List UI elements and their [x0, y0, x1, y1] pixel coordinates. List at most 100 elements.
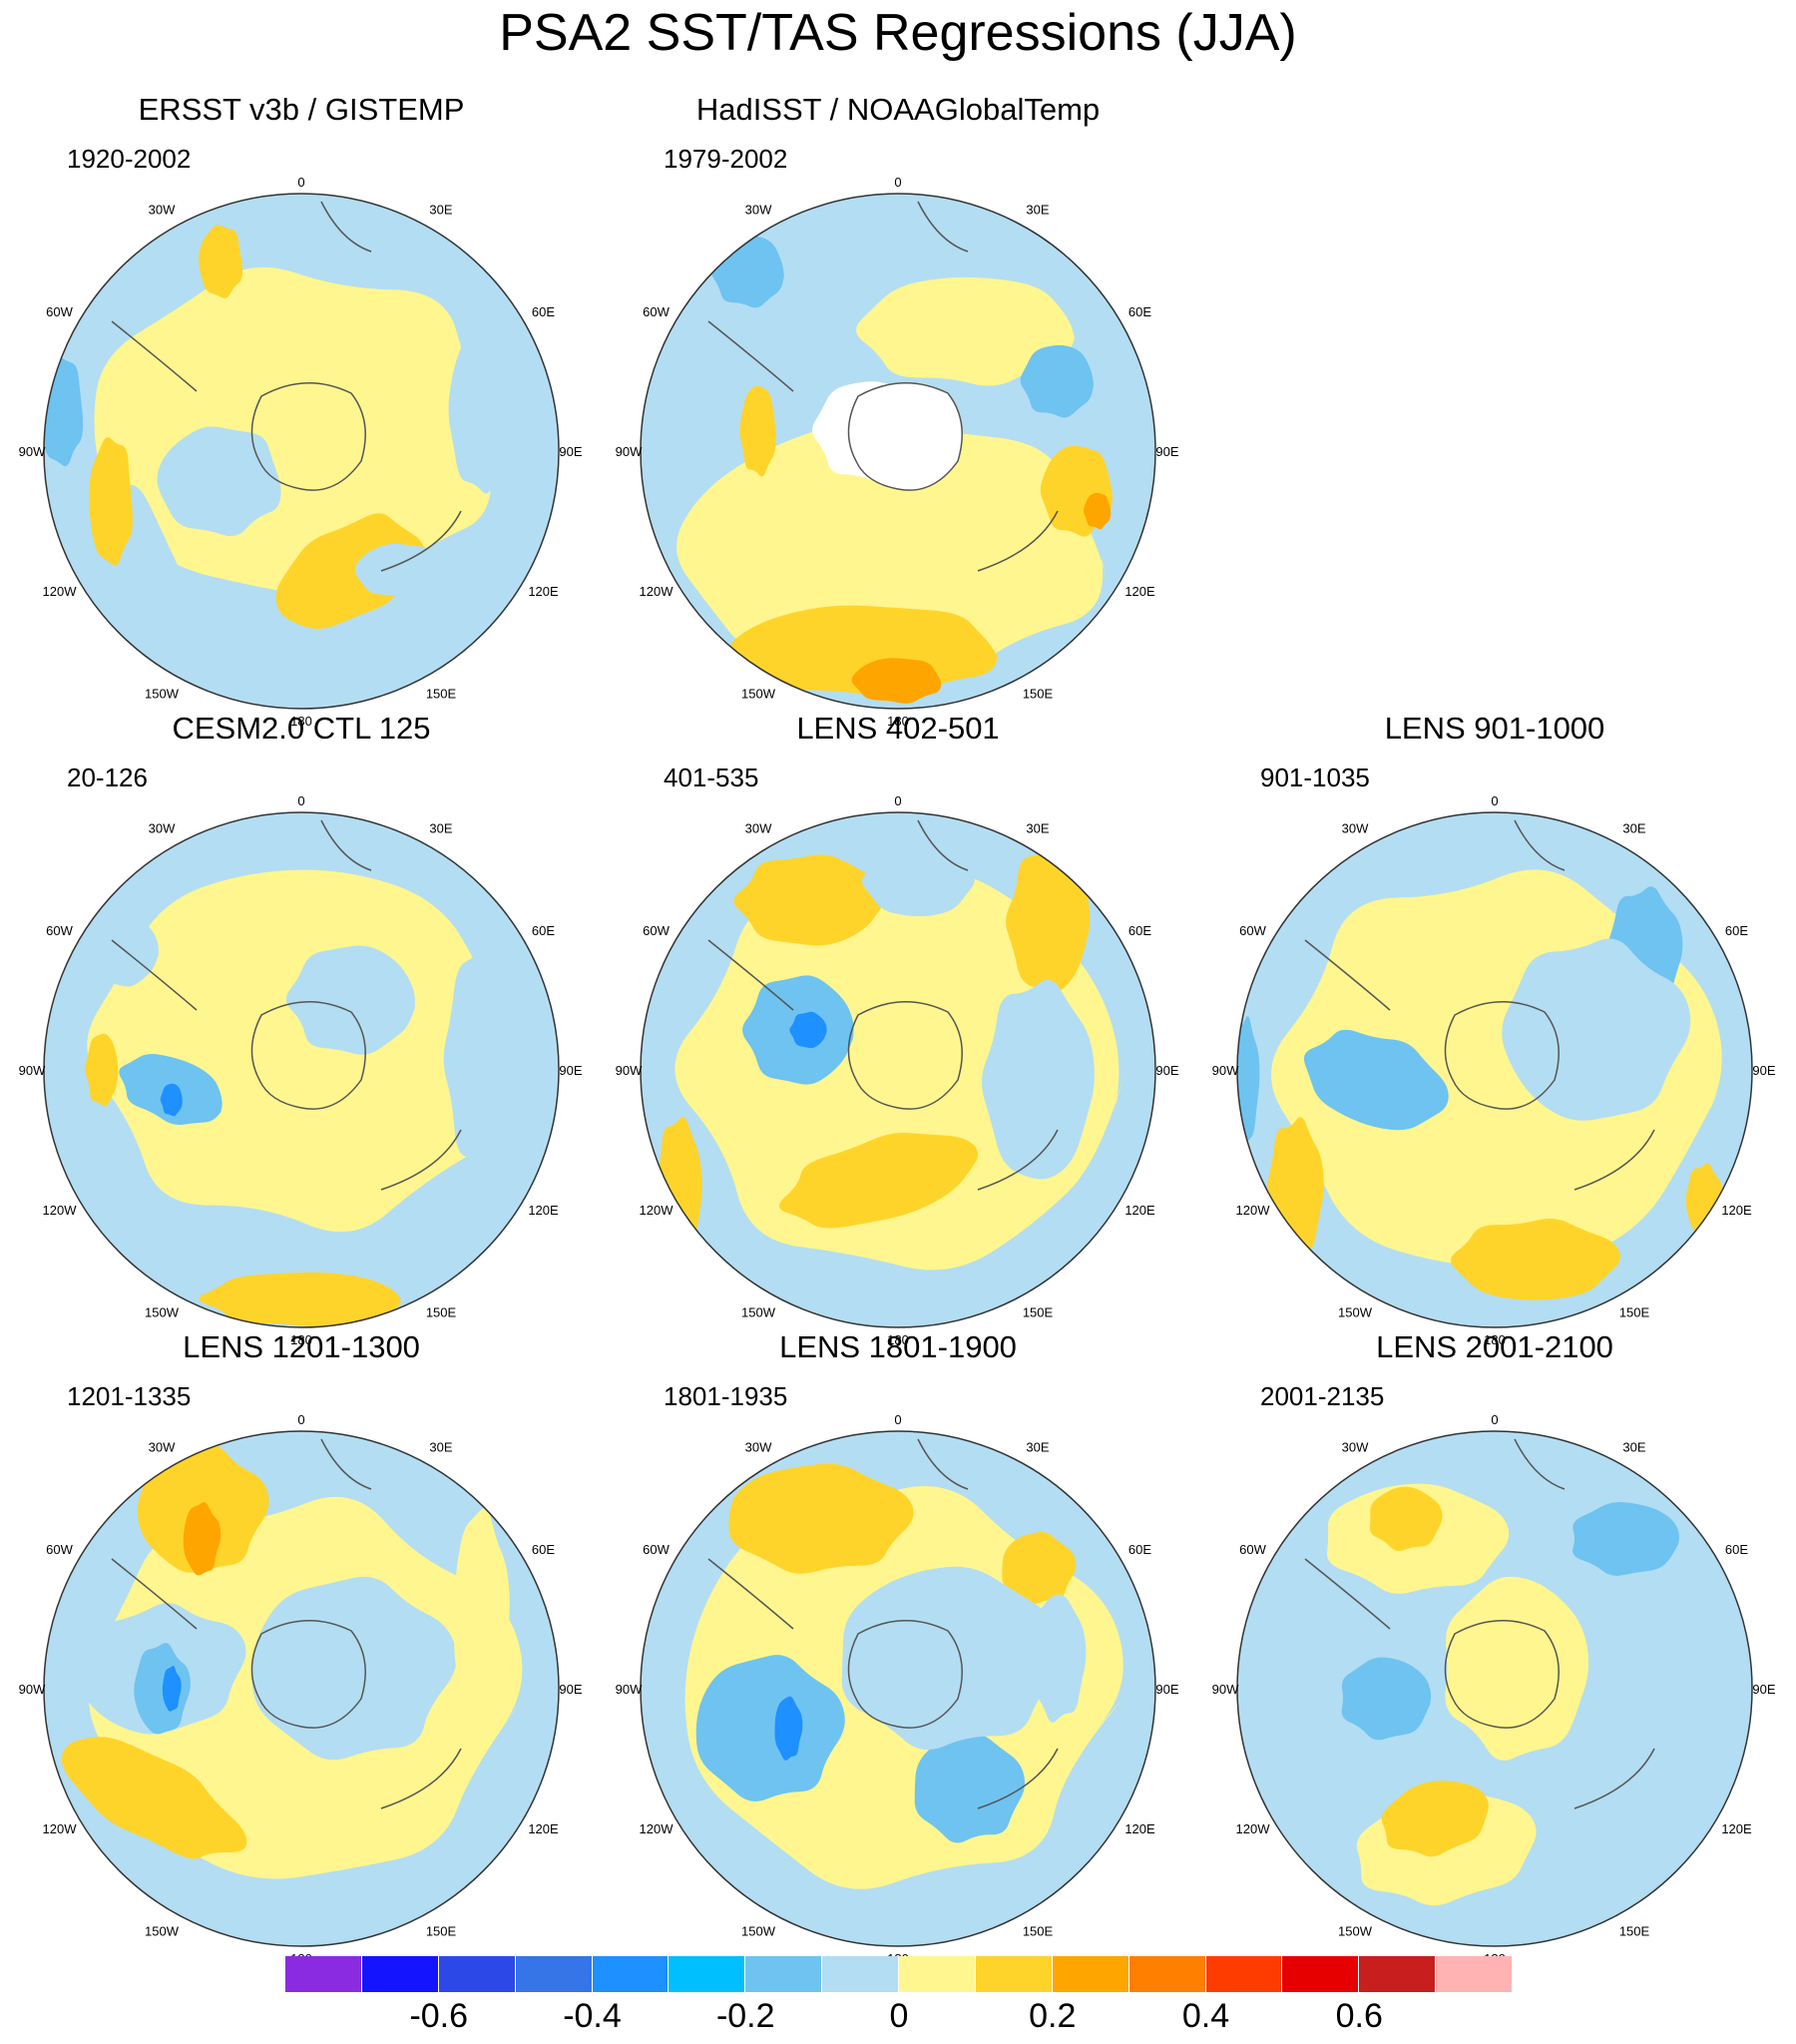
map-boundary — [1236, 1430, 1753, 1947]
field-region — [251, 1576, 461, 1761]
longitude-label: 30W — [1342, 1440, 1369, 1455]
longitude-label: 30W — [1342, 821, 1369, 836]
map-boundary — [640, 811, 1156, 1328]
longitude-label: 180 — [290, 714, 312, 729]
map-panel: HadISST / NOAAGlobalTemp 0 30E 60E 90E 120E 15… — [616, 92, 1197, 729]
longitude-label: 60E — [1725, 1542, 1748, 1557]
antarctica-outline — [1444, 1620, 1560, 1729]
longitude-label: 0 — [894, 1412, 901, 1427]
field-region — [728, 1463, 917, 1574]
longitude-label: 90E — [1752, 1063, 1775, 1078]
colorbar-box — [285, 1956, 362, 1992]
field-region — [1502, 938, 1694, 1121]
longitude-label: 150E — [1619, 1924, 1650, 1939]
map-boundary — [43, 1430, 560, 1947]
longitude-label: 30E — [429, 1440, 452, 1455]
panel-years: 2001-2135 — [1260, 1381, 1385, 1411]
longitude-label: 60W — [1239, 923, 1266, 938]
longitude-label: 90W — [19, 1682, 46, 1697]
colorbar-box — [515, 1956, 593, 1992]
coastline — [111, 819, 462, 1191]
map-field — [641, 1431, 1155, 1946]
panel-title: ERSST v3b / GISTEMP — [138, 92, 465, 127]
longitude-label: 60E — [1128, 304, 1151, 319]
coastline — [111, 1438, 462, 1809]
map-field — [641, 812, 1155, 1327]
map-field — [44, 812, 559, 1327]
field-region — [162, 1666, 182, 1712]
colorbar-label: 0 — [889, 1997, 909, 2035]
colorbar-box — [975, 1956, 1053, 1992]
map-field — [44, 1431, 559, 1946]
longitude-label: 60E — [532, 1542, 555, 1557]
longitude-label: 30E — [1622, 1440, 1645, 1455]
colorbar-box — [745, 1956, 823, 1992]
field-region — [1369, 1486, 1444, 1552]
longitude-label: 30W — [745, 203, 772, 218]
panel-title: LENS 901-1000 — [1384, 711, 1605, 746]
longitude-label: 60W — [643, 304, 670, 319]
field-region — [275, 513, 425, 629]
colorbar-box — [1128, 1956, 1206, 1992]
longitude-label: 120W — [1236, 1821, 1271, 1836]
longitude-label: 60E — [1725, 923, 1748, 938]
longitude-label: 60W — [643, 1542, 670, 1557]
colorbar-box — [1052, 1956, 1129, 1992]
map-panel: LENS 402-501 0 30E 60E 90E 120E 150E 180 150W 120… — [616, 711, 1197, 1347]
panel-title: LENS 1801-1900 — [779, 1329, 1017, 1364]
colorbar-box — [822, 1956, 899, 1992]
antarctica-outline — [847, 1620, 963, 1729]
coastline — [1304, 1438, 1655, 1809]
field-region — [1572, 1502, 1681, 1576]
longitude-label: 150E — [1619, 1305, 1650, 1320]
antarctica-outline — [250, 382, 366, 491]
colorbar-label: -0.6 — [409, 1997, 469, 2035]
colorbar-label: 0.4 — [1181, 1997, 1230, 2035]
longitude-label: 30E — [429, 821, 452, 836]
longitude-label: 0 — [297, 1412, 304, 1427]
map-panel: LENS 1201-1300 0 30E 60E 90E 120E 150E 180 150W 1… — [19, 1329, 601, 1966]
colorbar-box — [1436, 1956, 1513, 1992]
field-region — [695, 1655, 848, 1801]
map-boundary — [43, 811, 560, 1328]
panel-years: 901-1035 — [1260, 763, 1370, 792]
map-panel: CESM2.0 CTL 125 0 30E 60E 90E 120E 150E 180 150W… — [19, 711, 601, 1347]
colorbar-box — [1282, 1956, 1360, 1992]
longitude-label: 120W — [640, 1821, 674, 1836]
longitude-label: 30E — [1622, 821, 1645, 836]
longitude-label: 150W — [741, 1924, 776, 1939]
field-region — [856, 276, 1076, 386]
field-region — [914, 1733, 1027, 1843]
field-region — [443, 950, 519, 1170]
field-region — [1006, 847, 1092, 993]
field-region — [1451, 1219, 1623, 1300]
field-region — [733, 854, 886, 946]
field-region — [157, 426, 282, 537]
longitude-label: 150E — [1023, 687, 1054, 702]
field-region — [1303, 1029, 1450, 1131]
longitude-label: 90W — [1212, 1063, 1239, 1078]
longitude-label: 90E — [1155, 444, 1178, 459]
longitude-label: 90W — [19, 444, 46, 459]
longitude-label: 90E — [559, 1682, 582, 1697]
longitude-label: 150W — [145, 1305, 180, 1320]
field-region — [85, 1033, 119, 1107]
longitude-label: 90E — [1752, 1682, 1775, 1697]
longitude-label: 30E — [1026, 1440, 1049, 1455]
colorbar-label: -0.4 — [563, 1997, 622, 2035]
panel-years: 20-126 — [67, 763, 148, 792]
longitude-label: 120E — [1124, 1821, 1155, 1836]
longitude-label: 30E — [429, 203, 452, 218]
longitude-label: 30E — [1026, 203, 1049, 218]
panel-title: CESM2.0 CTL 125 — [172, 711, 431, 746]
map-boundary — [43, 193, 560, 710]
colorbar-box — [669, 1956, 746, 1992]
longitude-label: 150W — [145, 687, 180, 702]
field-region — [851, 658, 942, 704]
field-region — [1084, 492, 1112, 530]
map-boundary — [640, 193, 1156, 710]
longitude-label: 0 — [297, 175, 304, 190]
panel-title: LENS 1201-1300 — [183, 1329, 420, 1364]
